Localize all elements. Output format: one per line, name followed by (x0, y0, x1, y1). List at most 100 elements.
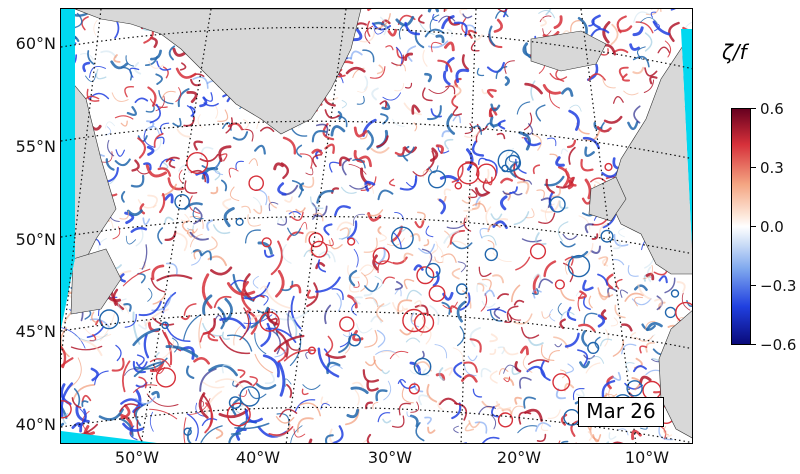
eddy-filament (587, 431, 593, 441)
eddy-filament (513, 299, 525, 306)
eddy-filament (157, 167, 172, 177)
eddy-filament (286, 231, 304, 241)
eddy-filament (575, 442, 590, 443)
eddy-filament (399, 327, 414, 336)
eddy-filament (239, 307, 250, 341)
eddy-ring (425, 262, 441, 279)
eddy-filament (535, 104, 546, 122)
eddy-filament (386, 237, 405, 246)
eddy-filament (533, 273, 542, 282)
eddy-filament (284, 378, 292, 387)
eddy-filament (551, 187, 561, 198)
eddy-filament (124, 313, 137, 328)
eddy-filament (572, 387, 585, 401)
eddy-filament (214, 105, 219, 119)
eddy-filament (405, 82, 413, 89)
eddy-filament (588, 19, 595, 27)
eddy-filament (377, 260, 393, 274)
eddy-filament (442, 70, 451, 86)
eddy-filament (514, 396, 522, 405)
eddy-filament (388, 178, 396, 187)
eddy-filament (223, 207, 235, 228)
eddy-filament (324, 109, 340, 119)
eddy-filament (634, 296, 643, 307)
colorbar-label-pos: 0.3 (760, 159, 784, 177)
eddy-filament (120, 398, 144, 407)
eddy-filament (446, 223, 466, 229)
eddy-filament (577, 349, 589, 366)
eddy-filament (114, 19, 120, 39)
eddy-filament (232, 380, 239, 387)
eddy-filament (376, 64, 384, 75)
eddy-filament (583, 297, 591, 310)
eddy-filament (474, 421, 488, 434)
eddy-ring (347, 237, 356, 246)
eddy-filament (199, 153, 219, 163)
eddy-ring (414, 312, 435, 333)
eddy-filament (250, 306, 270, 329)
eddy-filament (334, 205, 351, 217)
eddy-filament (432, 271, 440, 287)
eddy-filament (233, 324, 243, 346)
eddy-filament (578, 215, 591, 230)
greenland-landmass (74, 9, 362, 135)
eddy-filament (288, 211, 301, 215)
eddy-filament (518, 411, 532, 425)
eddy-filament (536, 189, 545, 199)
eddy-filament (429, 305, 440, 325)
eddy-filament (394, 83, 405, 92)
eddy-filament (461, 54, 469, 71)
eddy-filament (249, 375, 258, 387)
date-label: Mar 26 (578, 397, 664, 427)
eddy-filament (361, 439, 370, 443)
eddy-filament (644, 67, 658, 77)
eddy-filament (639, 375, 652, 386)
eddy-ring (600, 229, 614, 243)
eddy-filament (582, 136, 601, 150)
eddy-filament (435, 372, 446, 381)
eddy-filament (224, 297, 233, 323)
eddy-filament (115, 344, 122, 362)
eddy-filament (429, 147, 439, 162)
eddy-filament (540, 18, 547, 27)
eddy-filament (163, 331, 173, 366)
eddy-filament (167, 177, 185, 191)
eddy-filament (203, 92, 213, 102)
eddy-filament (199, 332, 215, 343)
eddy-filament (306, 289, 316, 299)
eddy-filament (523, 137, 541, 147)
eddy-filament (67, 178, 78, 201)
eddy-filament (277, 216, 288, 226)
lat-label-55n: 55°N (15, 137, 56, 156)
eddy-filament (577, 290, 587, 300)
eddy-filament (561, 87, 574, 97)
eddy-filament (221, 179, 228, 192)
eddy-filament (403, 278, 415, 290)
eddy-filament (61, 9, 69, 16)
eddy-filament (510, 284, 521, 303)
eddy-filament (513, 211, 530, 226)
eddy-filament (389, 350, 409, 360)
eddy-filament (139, 203, 146, 215)
eddy-filament (488, 107, 498, 118)
colorbar-title: ζ/f (722, 40, 747, 64)
eddy-filament (419, 22, 435, 35)
eddy-filament (479, 227, 490, 239)
eddy-filament (619, 289, 629, 298)
eddy-filament (559, 241, 576, 248)
eddy-filament (670, 9, 681, 11)
eddy-filament (460, 215, 468, 225)
eddy-filament (254, 353, 274, 374)
eddy-filament (454, 77, 462, 88)
eddy-filament (228, 167, 239, 178)
eddy-filament (382, 418, 392, 424)
eddy-filament (374, 275, 383, 291)
eddy-filament (498, 368, 509, 375)
eddy-ring (504, 154, 522, 172)
eddy-filament (149, 358, 171, 368)
eddy-filament (123, 303, 132, 312)
eddy-filament (338, 227, 351, 240)
eddy-filament (210, 186, 219, 195)
eddy-filament (136, 169, 150, 175)
eddy-filament (151, 390, 160, 399)
